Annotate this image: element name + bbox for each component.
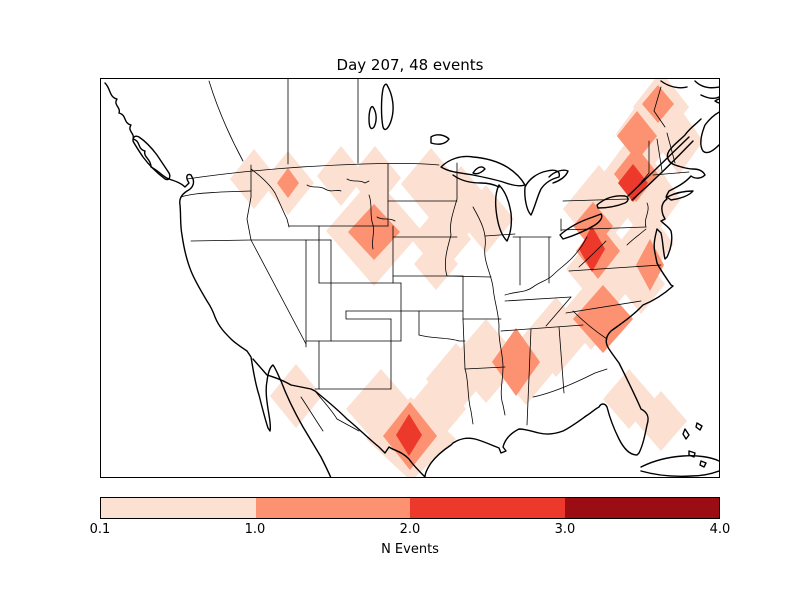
ohio-river [504, 236, 588, 296]
tn-nc-border [545, 296, 572, 327]
st-lawrence-river [627, 136, 694, 201]
colorbar-label: N Events [381, 542, 439, 557]
event-density-layer [230, 79, 703, 477]
red-river-border [418, 334, 466, 342]
colorbar-tick-label: 0.1 [89, 522, 111, 537]
nh-me-border [666, 132, 676, 164]
va-nc-border [568, 264, 662, 272]
us-canada-border [186, 162, 440, 180]
event-density-patch-vermont-new-hampshire-core [617, 111, 657, 161]
mississippi-river [472, 206, 506, 416]
ia-mo-border [446, 275, 492, 278]
atlantic-gulf-coast-outline [252, 118, 706, 477]
lake-superior-outline [440, 155, 526, 187]
ky-tn-border [504, 296, 572, 302]
lake-ontario-outline [596, 195, 629, 209]
colorbar-segment [255, 498, 410, 518]
map-axes [100, 78, 720, 478]
lake-huron-outline [524, 169, 561, 216]
colorbar-segment [564, 498, 719, 518]
lake-manitoba-outline [368, 105, 377, 130]
colorbar-tick-label: 3.0 [554, 522, 576, 537]
vancouver-island-outline [132, 135, 171, 181]
pacific-coast-outline [104, 82, 332, 477]
missouri-river-mt [306, 184, 342, 192]
event-density-patch-louisiana-mississippi [450, 319, 522, 403]
event-density-patch-virginia-coast [636, 239, 664, 291]
colorbar-segment [101, 498, 256, 518]
ar-west-border [462, 318, 466, 370]
long-island-outline [666, 190, 694, 201]
event-density-patch-south-carolina [573, 285, 633, 353]
lake-erie-outline [559, 213, 603, 240]
ga-sc-border [572, 310, 608, 340]
potomac-river-border [626, 228, 647, 246]
gulf-st-lawrence-coast [660, 80, 719, 100]
pa-north-border [562, 198, 630, 202]
me-nb-border [653, 86, 666, 128]
wv-va-border [578, 240, 607, 268]
prince-edward-island-outline [714, 98, 719, 104]
white-river-sd [376, 216, 396, 222]
colorbar [100, 497, 720, 519]
wa-or-border [180, 190, 252, 198]
lake-winnipeg-outline [380, 83, 394, 131]
mn-ia-west-border [444, 162, 458, 277]
bahamas-islands [682, 422, 707, 468]
event-density-patch-new-mexico-arizona [270, 364, 322, 428]
keweenaw-peninsula [472, 166, 486, 175]
event-density-patch-mississippi [492, 328, 540, 396]
ms-al-border [526, 328, 532, 426]
tn-south-border [500, 324, 584, 332]
al-ga-border [558, 326, 565, 394]
georgian-bay-outline [548, 169, 569, 184]
event-density-patch-eastern-montana [317, 146, 365, 206]
ar-la-border [464, 366, 506, 370]
cuba-outline [640, 455, 719, 477]
missouri-river-nd [346, 178, 370, 184]
state-borders-layer [180, 79, 690, 432]
ca-nv-border [250, 239, 307, 345]
mexico-interior-lines [300, 390, 360, 432]
colorbar-tick-label: 2.0 [399, 522, 421, 537]
colorbar-segment [410, 498, 565, 518]
delaware-river-border [644, 202, 649, 228]
lake-michigan-outline [494, 184, 513, 242]
event-density-patch-wisconsin [458, 185, 514, 253]
nc-sc-border [565, 300, 642, 314]
event-density-patch-black-hills [348, 204, 400, 260]
tx-la-border [464, 368, 474, 425]
coastline-layer [104, 80, 719, 477]
lake-of-the-woods-outline [430, 134, 450, 145]
vt-nh-border [656, 138, 663, 172]
pa-south-border [560, 226, 647, 231]
plot-title: Day 207, 48 events [336, 56, 484, 74]
event-density-patch-western-montana [230, 149, 278, 209]
event-density-patch-central-texas-peak [396, 414, 422, 456]
colorbar-tick-label: 1.0 [244, 522, 266, 537]
event-density-patch-northern-maine-core [642, 85, 674, 123]
idaho-west-border [246, 164, 252, 241]
or-ca-border [190, 239, 252, 242]
ma-south-border [652, 171, 690, 176]
us-map [104, 79, 719, 477]
bc-alberta-border [208, 80, 244, 162]
colorbar-tick-label: 4.0 [709, 522, 731, 537]
ok-panhandle-south [345, 310, 392, 320]
event-density-patch-central-montana-core [277, 168, 299, 198]
ny-canada-border [638, 172, 650, 186]
fl-north-border [532, 368, 608, 398]
michigan-upper-peninsula-shore [452, 174, 500, 188]
nova-scotia-outline [700, 111, 719, 154]
event-density-patch-south-florida [635, 391, 687, 451]
wi-il-border [484, 233, 516, 237]
missouri-river-sd [368, 194, 374, 250]
mt-id-border [250, 168, 290, 228]
colorbar-ticks: 0.1 1.0 2.0 3.0 4.0 [90, 522, 731, 538]
